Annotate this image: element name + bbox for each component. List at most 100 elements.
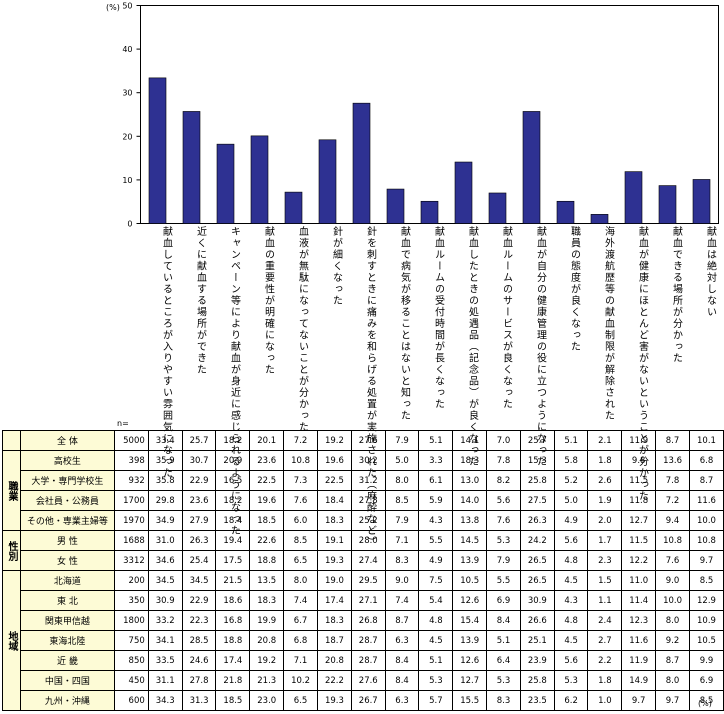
value-cell: 6.2	[553, 690, 589, 711]
value-cell: 23.9	[519, 650, 555, 671]
value-cell: 6.1	[418, 470, 454, 491]
value-cell: 22.2	[316, 670, 352, 691]
value-cell: 6.5	[283, 690, 318, 711]
group-label: 職業	[2, 450, 21, 531]
value-cell: 7.3	[283, 470, 318, 491]
value-cell: 7.8	[486, 450, 521, 471]
value-cell: 19.2	[316, 430, 352, 451]
value-cell: 22.5	[249, 470, 285, 491]
value-cell: 6.9	[486, 590, 521, 611]
value-cell: 21.5	[215, 570, 251, 591]
table-row: その他・専業主婦等 1970 34.9 27.9 18.4 18.5 6.0 18.3 25.2…	[3, 510, 724, 531]
value-cell: 19.6	[316, 450, 352, 471]
value-cell: 12.7	[452, 670, 488, 691]
group-cell	[2, 430, 21, 451]
value-cell: 30.9	[519, 590, 555, 611]
value-cell: 16.8	[215, 610, 251, 631]
bar	[488, 192, 507, 224]
value-cell: 10.2	[283, 670, 318, 691]
value-cell: 10.5	[688, 630, 724, 651]
value-cell: 18.6	[215, 590, 251, 611]
y-unit-label: (%)	[106, 3, 120, 12]
value-cell: 7.9	[384, 430, 420, 451]
value-cell: 18.2	[215, 430, 251, 451]
value-cell: 14.9	[621, 670, 657, 691]
bar	[284, 191, 303, 224]
value-cell: 7.6	[283, 490, 318, 511]
value-cell: 2.3	[587, 550, 623, 571]
value-cell: 14.1	[452, 430, 488, 451]
value-cell: 7.6	[486, 510, 521, 531]
value-cell: 12.7	[621, 510, 657, 531]
bar	[624, 171, 643, 224]
value-cell: 7.1	[283, 650, 318, 671]
value-cell: 29.8	[147, 490, 183, 511]
value-cell: 8.7	[655, 650, 690, 671]
value-cell: 31.0	[147, 530, 183, 551]
value-cell: 4.5	[418, 630, 454, 651]
value-cell: 7.9	[486, 550, 521, 571]
row-label: 東海北陸	[20, 630, 115, 651]
value-cell: 5.6	[553, 650, 589, 671]
bar	[182, 111, 201, 224]
value-cell: 4.8	[418, 610, 454, 631]
table-row: 大学・専門学校生 932 35.8 22.9 16.5 22.5 7.3 22.5 31.2 8.…	[3, 470, 724, 491]
value-cell: 7.1	[384, 530, 420, 551]
bar	[658, 185, 677, 224]
value-cell: 5.8	[553, 450, 589, 471]
table-row: 性別男 性 1688 31.0 26.3 19.4 22.6 8.5 19.1 28.0 7.1 5…	[2, 530, 724, 571]
value-cell: 28.0	[350, 530, 386, 551]
value-cell: 7.5	[418, 570, 454, 591]
value-cell: 11.4	[621, 590, 657, 611]
value-cell: 14.5	[452, 530, 488, 551]
value-cell: 5.9	[418, 490, 454, 511]
value-cell: 28.7	[350, 630, 386, 651]
value-cell: 11.5	[621, 530, 657, 551]
value-cell: 19.4	[215, 530, 251, 551]
value-cell: 19.2	[249, 650, 285, 671]
value-cell: 25.1	[519, 630, 555, 651]
bar	[522, 111, 541, 224]
value-cell: 9.8	[621, 450, 657, 471]
n-label: n=	[117, 419, 129, 428]
sample-size-cell: 1688	[113, 530, 149, 551]
value-cell: 18.3	[316, 610, 352, 631]
value-cell: 8.7	[384, 610, 420, 631]
value-cell: 30.9	[147, 590, 183, 611]
value-cell: 12.2	[621, 550, 657, 571]
value-cell: 5.7	[418, 690, 454, 711]
value-cell: 13.0	[452, 470, 488, 491]
value-cell: 11.9	[621, 650, 657, 671]
bar	[590, 214, 609, 224]
value-cell: 5.1	[486, 630, 521, 651]
value-cell: 11.0	[621, 570, 657, 591]
sample-size-cell: 5000	[113, 430, 149, 451]
sample-size-cell: 3312	[113, 550, 149, 571]
group-label: 性別	[2, 530, 21, 571]
sample-size-cell: 1800	[113, 610, 149, 631]
value-cell: 21.3	[249, 670, 285, 691]
value-cell: 10.9	[688, 610, 724, 631]
value-cell: 6.7	[283, 610, 318, 631]
value-cell: 10.1	[688, 430, 724, 451]
value-cell: 5.5	[486, 570, 521, 591]
value-cell: 18.4	[316, 490, 352, 511]
group-label: 地域	[2, 570, 21, 711]
value-cell: 10.8	[655, 530, 690, 551]
row-label: 女 性	[20, 550, 115, 571]
value-cell: 18.4	[215, 510, 251, 531]
value-cell: 2.7	[587, 630, 623, 651]
value-cell: 13.6	[655, 450, 690, 471]
value-cell: 5.1	[418, 650, 454, 671]
table-unit-label: (%)	[698, 699, 712, 708]
value-cell: 1.7	[587, 530, 623, 551]
table-row: 関東甲信越 1800 33.2 22.3 16.8 19.9 6.7 18.3 26.8 8.7 4…	[3, 610, 724, 631]
value-cell: 33.5	[147, 650, 183, 671]
row-label: 近 畿	[20, 650, 115, 671]
table-row: 職業 高校生 398 35.9 30.7 20.9 23.6 10.8 19.6 30.2 5.0 3…	[2, 450, 724, 531]
value-cell: 8.3	[486, 690, 521, 711]
sample-size-cell: 1700	[113, 490, 149, 511]
value-cell: 3.3	[418, 450, 454, 471]
value-cell: 34.3	[147, 690, 183, 711]
value-cell: 1.8	[587, 450, 623, 471]
